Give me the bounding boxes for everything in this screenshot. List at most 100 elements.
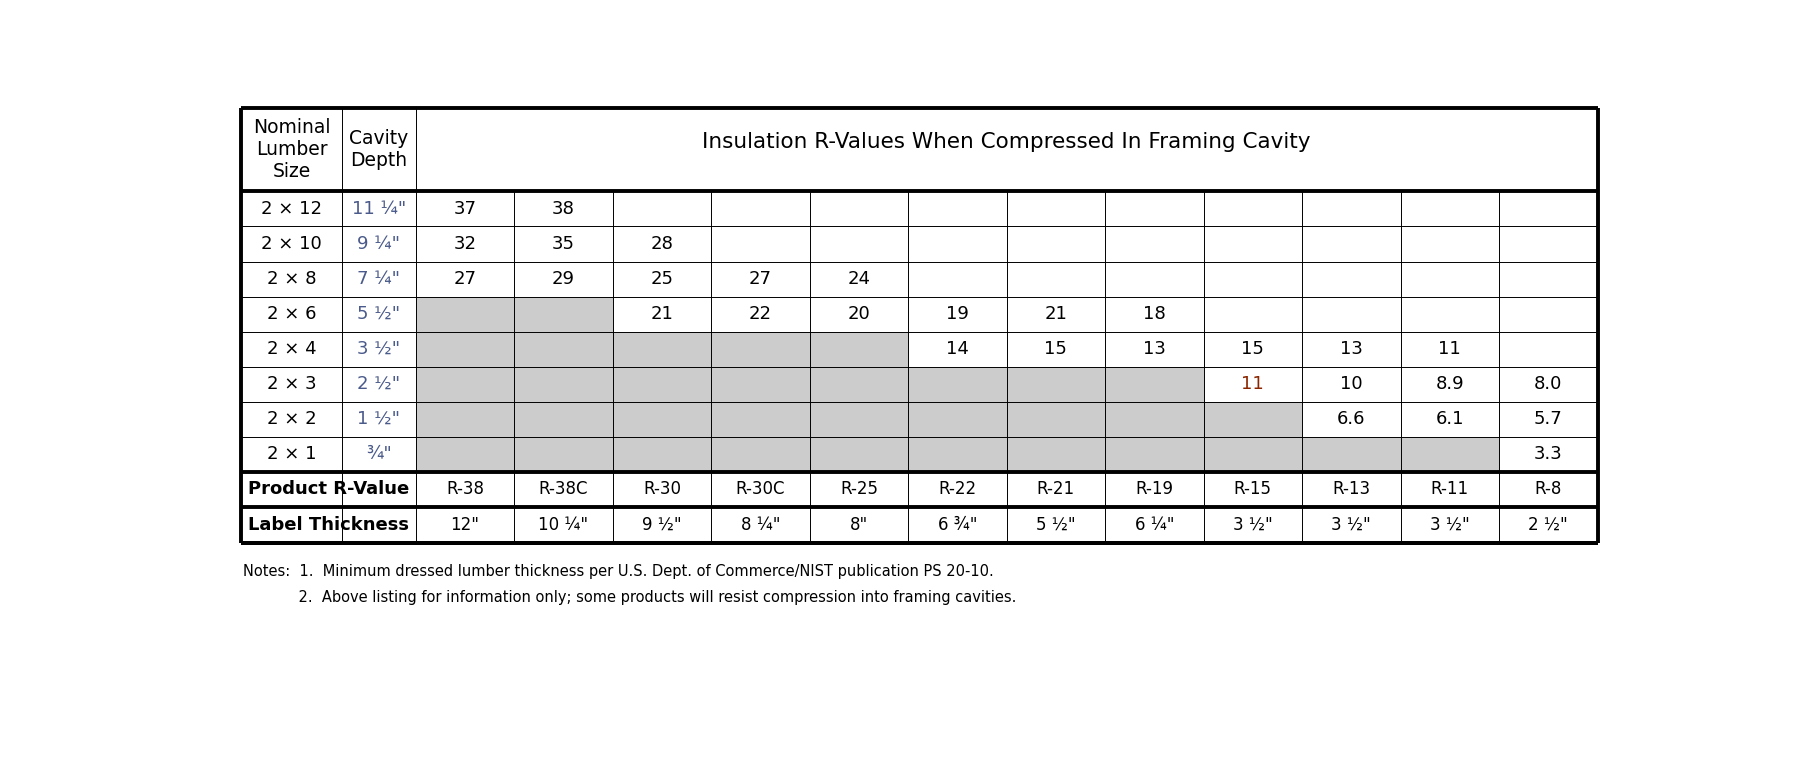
Text: 38: 38 (553, 200, 574, 218)
Text: 8 ¼": 8 ¼" (741, 515, 780, 534)
Bar (809, 331, 908, 367)
Bar (1006, 367, 1105, 402)
Bar (614, 402, 710, 437)
Text: 3 ½": 3 ½" (1430, 515, 1469, 534)
Bar (416, 402, 515, 437)
Text: 29: 29 (553, 270, 574, 288)
Text: Product R-Value: Product R-Value (248, 481, 409, 498)
Text: 2 × 6: 2 × 6 (267, 305, 316, 323)
Text: 11: 11 (1241, 375, 1265, 393)
Text: R-11: R-11 (1432, 481, 1469, 498)
Text: 10 ¼": 10 ¼" (538, 515, 588, 534)
Text: R-21: R-21 (1037, 481, 1075, 498)
Bar (515, 402, 614, 437)
Bar (908, 402, 1006, 437)
Bar (1401, 437, 1500, 471)
Bar (614, 331, 710, 367)
Text: 2 × 3: 2 × 3 (267, 375, 316, 393)
Bar (710, 437, 809, 471)
Text: Insulation R-Values When Compressed In Framing Cavity: Insulation R-Values When Compressed In F… (703, 132, 1311, 152)
Text: 2 × 4: 2 × 4 (267, 340, 316, 358)
Text: 2 × 1: 2 × 1 (267, 445, 316, 463)
Bar (710, 367, 809, 402)
Bar (809, 367, 908, 402)
Text: 11 ¼": 11 ¼" (352, 200, 405, 218)
Text: 21: 21 (651, 305, 673, 323)
Text: 7 ¼": 7 ¼" (357, 270, 400, 288)
Text: 6.6: 6.6 (1337, 410, 1365, 428)
Text: R-19: R-19 (1136, 481, 1173, 498)
Bar (416, 331, 515, 367)
Bar (710, 331, 809, 367)
Text: 18: 18 (1143, 305, 1166, 323)
Bar (1302, 437, 1401, 471)
Text: 8.9: 8.9 (1435, 375, 1464, 393)
Bar (1105, 437, 1204, 471)
Bar (515, 367, 614, 402)
Text: Nominal
Lumber
Size: Nominal Lumber Size (253, 118, 330, 181)
Text: 27: 27 (454, 270, 477, 288)
Text: 8.0: 8.0 (1534, 375, 1563, 393)
Bar (614, 367, 710, 402)
Text: 6 ¾": 6 ¾" (938, 515, 978, 534)
Text: ¾": ¾" (366, 445, 391, 463)
Bar (908, 367, 1006, 402)
Bar (710, 402, 809, 437)
Bar (614, 437, 710, 471)
Text: 3 ½": 3 ½" (357, 340, 400, 358)
Text: 3 ½": 3 ½" (1232, 515, 1272, 534)
Text: 2.  Above listing for information only; some products will resist compression in: 2. Above listing for information only; s… (242, 591, 1015, 605)
Text: 24: 24 (847, 270, 870, 288)
Bar (416, 437, 515, 471)
Text: 6.1: 6.1 (1435, 410, 1464, 428)
Text: 2 ½": 2 ½" (357, 375, 400, 393)
Text: 5.7: 5.7 (1534, 410, 1563, 428)
Text: R-22: R-22 (938, 481, 976, 498)
Text: R-30: R-30 (642, 481, 682, 498)
Bar (1204, 437, 1302, 471)
Text: Notes:  1.  Minimum dressed lumber thickness per U.S. Dept. of Commerce/NIST pub: Notes: 1. Minimum dressed lumber thickne… (242, 564, 994, 579)
Text: 3.3: 3.3 (1534, 445, 1563, 463)
Text: 25: 25 (651, 270, 673, 288)
Text: 35: 35 (553, 235, 574, 253)
Text: 22: 22 (748, 305, 771, 323)
Bar (1204, 402, 1302, 437)
Text: 9 ¼": 9 ¼" (357, 235, 400, 253)
Text: 2 × 8: 2 × 8 (267, 270, 316, 288)
Text: 9 ½": 9 ½" (642, 515, 682, 534)
Bar (809, 402, 908, 437)
Text: 14: 14 (945, 340, 969, 358)
Bar (908, 437, 1006, 471)
Text: 27: 27 (748, 270, 771, 288)
Text: 13: 13 (1340, 340, 1363, 358)
Bar (242, 108, 1597, 543)
Text: 2 × 12: 2 × 12 (262, 200, 323, 218)
Text: 32: 32 (454, 235, 477, 253)
Bar (416, 367, 515, 402)
Text: R-15: R-15 (1234, 481, 1272, 498)
Text: 1 ½": 1 ½" (357, 410, 400, 428)
Bar (515, 331, 614, 367)
Text: R-8: R-8 (1534, 481, 1563, 498)
Text: 12": 12" (450, 515, 479, 534)
Bar (416, 296, 515, 331)
Bar (809, 437, 908, 471)
Text: 10: 10 (1340, 375, 1363, 393)
Text: 3 ½": 3 ½" (1331, 515, 1371, 534)
Text: 11: 11 (1439, 340, 1460, 358)
Text: 8": 8" (850, 515, 868, 534)
Bar (1006, 402, 1105, 437)
Bar (1105, 367, 1204, 402)
Text: 37: 37 (454, 200, 477, 218)
Text: 15: 15 (1044, 340, 1067, 358)
Text: 28: 28 (651, 235, 673, 253)
Text: 5 ½": 5 ½" (1037, 515, 1076, 534)
Text: 2 × 10: 2 × 10 (262, 235, 323, 253)
Text: Label Thickness: Label Thickness (248, 515, 409, 534)
Text: 21: 21 (1044, 305, 1067, 323)
Text: R-30C: R-30C (736, 481, 786, 498)
Text: 6 ¼": 6 ¼" (1134, 515, 1173, 534)
Text: 15: 15 (1241, 340, 1265, 358)
Text: R-38C: R-38C (538, 481, 588, 498)
Text: Cavity
Depth: Cavity Depth (350, 129, 409, 170)
